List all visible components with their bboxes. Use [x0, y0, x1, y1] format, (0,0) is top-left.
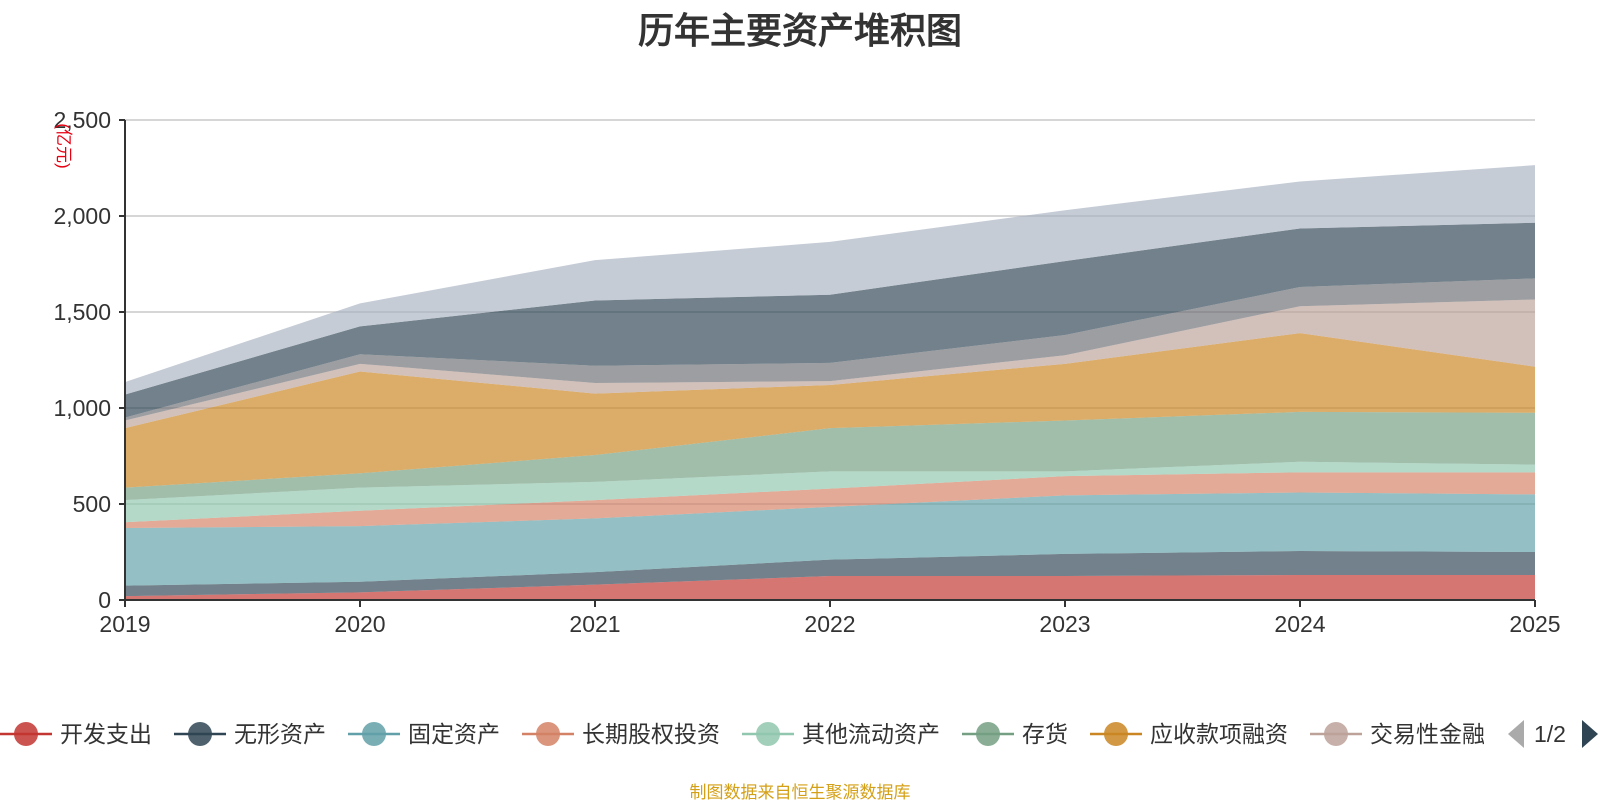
- area-series-长期股权投资: [125, 472, 1535, 528]
- legend-item[interactable]: 开发支出: [0, 721, 152, 747]
- legend-label: 开发支出: [60, 721, 152, 747]
- legend-items: 开发支出 无形资产 固定资产 长期股权投资 其他流动资产 存货 应收款项融资 交易性金融资产: [0, 721, 1531, 747]
- area-series-应收款项融资: [125, 333, 1535, 488]
- legend-pager: 1/2: [1508, 720, 1598, 748]
- area-series-其他资产: [125, 165, 1535, 395]
- x-tick-label: 2022: [804, 611, 855, 637]
- legend-label: 固定资产: [408, 721, 500, 747]
- legend-item[interactable]: 无形资产: [174, 721, 326, 747]
- legend-marker-icon: [14, 722, 38, 746]
- area-series: [125, 165, 1535, 600]
- area-series-交易性金融资产: [125, 299, 1535, 429]
- legend-item[interactable]: 固定资产: [348, 721, 500, 747]
- legend-item[interactable]: 其他流动资产: [742, 721, 940, 747]
- legend-label: 交易性金融资产: [1370, 721, 1531, 747]
- legend-marker-icon: [1324, 722, 1348, 746]
- legend-marker-icon: [976, 722, 1000, 746]
- area-series-货币资金: [125, 278, 1535, 421]
- area-series-开发支出: [125, 575, 1535, 600]
- legend-page-indicator: 1/2: [1534, 721, 1566, 747]
- legend-item[interactable]: 长期股权投资: [522, 721, 720, 747]
- legend-label: 应收款项融资: [1150, 721, 1288, 747]
- legend-item[interactable]: 交易性金融资产: [1310, 721, 1531, 747]
- legend-label: 长期股权投资: [582, 721, 720, 747]
- legend-marker-icon: [756, 722, 780, 746]
- legend-label: 存货: [1022, 721, 1068, 747]
- y-axis-unit-label: (亿元): [54, 123, 73, 168]
- legend-label: 其他流动资产: [802, 721, 940, 747]
- y-tick-label: 2,000: [53, 203, 111, 229]
- legend-label: 无形资产: [234, 721, 326, 747]
- x-tick-label: 2025: [1509, 611, 1560, 637]
- legend-marker-icon: [536, 722, 560, 746]
- x-tick-label: 2020: [334, 611, 385, 637]
- x-tick-label: 2024: [1274, 611, 1325, 637]
- x-tick-label: 2021: [569, 611, 620, 637]
- source-note: 制图数据来自恒生聚源数据库: [689, 783, 911, 802]
- legend-item[interactable]: 应收款项融资: [1090, 721, 1288, 747]
- legend-prev-page-icon[interactable]: [1508, 720, 1524, 748]
- area-series-固定资产: [125, 492, 1535, 586]
- x-tick-label: 2023: [1039, 611, 1090, 637]
- y-tick-label: 0: [98, 587, 111, 613]
- chart-title: 历年主要资产堆积图: [637, 10, 962, 51]
- area-series-无形资产: [125, 551, 1535, 597]
- y-tick-label: 1,000: [53, 395, 111, 421]
- legend-marker-icon: [1104, 722, 1128, 746]
- y-tick-label: 500: [73, 491, 111, 517]
- x-tick-label: 2019: [99, 611, 150, 637]
- area-series-应收账款: [125, 222, 1535, 418]
- legend: 开发支出 无形资产 固定资产 长期股权投资 其他流动资产 存货 应收款项融资 交易性金融资产 1…: [0, 720, 1598, 748]
- legend-marker-icon: [362, 722, 386, 746]
- legend-next-page-icon[interactable]: [1582, 720, 1598, 748]
- area-series-存货: [125, 411, 1535, 501]
- axes: 0 500 1,000 1,500 2,000 2,500 2019 2020 2021 2022…: [53, 107, 1560, 637]
- legend-marker-icon: [188, 722, 212, 746]
- y-tick-label: 1,500: [53, 299, 111, 325]
- y-tick-label: 2,500: [53, 107, 111, 133]
- legend-item[interactable]: 存货: [962, 721, 1068, 747]
- area-series-其他流动资产: [125, 461, 1535, 523]
